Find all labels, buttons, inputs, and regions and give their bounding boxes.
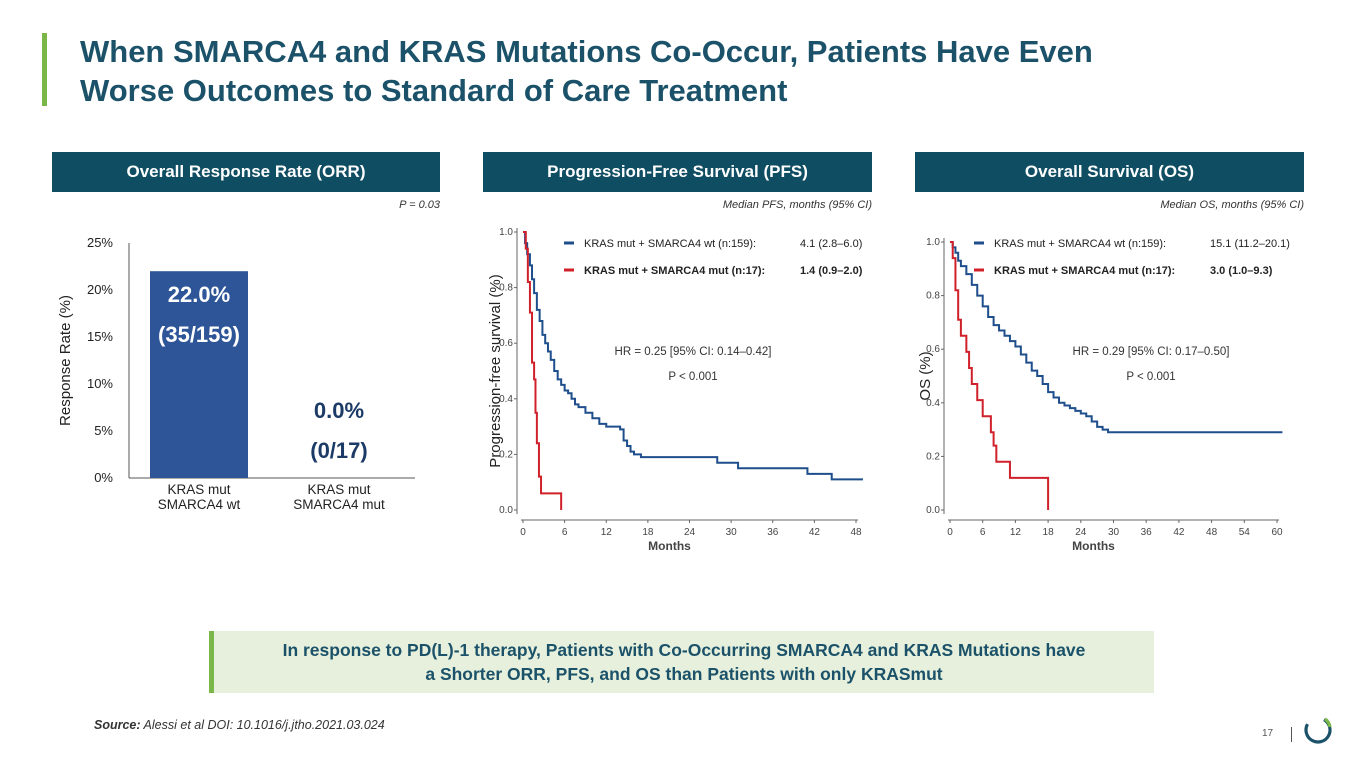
orr-category-label: KRAS mut — [307, 482, 370, 497]
os-y-tick-label: 0.8 — [926, 291, 940, 302]
orr-y-tick-label: 10% — [87, 376, 113, 391]
orr-bar-count-label: (0/17) — [310, 438, 367, 463]
orr-p-value-note: P = 0.03 — [399, 199, 440, 211]
pfs-legend-median: 4.1 (2.8–6.0) — [800, 238, 862, 250]
slide-title-line-1: When SMARCA4 and KRAS Mutations Co-Occur… — [80, 34, 1093, 69]
os-x-tick-label: 48 — [1206, 527, 1218, 538]
pfs-y-axis-label: Progression-free survival (%) — [487, 274, 504, 467]
pfs-y-tick-label: 0.6 — [499, 338, 513, 349]
os-x-tick-label: 12 — [1010, 527, 1022, 538]
orr-bar-count-label: (35/159) — [158, 322, 240, 347]
source-citation: Source: Alessi et al DOI: 10.1016/j.jtho… — [94, 718, 385, 732]
orr-y-tick-label: 0% — [94, 470, 113, 485]
os-hazard-ratio: HR = 0.29 [95% CI: 0.17–0.50] — [1073, 346, 1230, 358]
os-x-tick-label: 60 — [1271, 527, 1283, 538]
os-legend-series-name: KRAS mut + SMARCA4 mut (n:17): — [994, 265, 1175, 277]
callout-line-2: a Shorter ORR, PFS, and OS than Patients… — [425, 664, 943, 684]
orr-category-label: SMARCA4 wt — [158, 497, 241, 512]
os-x-tick-label: 42 — [1173, 527, 1185, 538]
os-x-tick-label: 54 — [1239, 527, 1251, 538]
source-text: Alessi et al DOI: 10.1016/j.jtho.2021.03… — [140, 718, 385, 732]
os-km-chart: 0.0 0.2 0.4 0.6 0.8 1.0 0 6 12 18 24 30 36 42 48 54 60 Mo… — [917, 237, 1290, 553]
pfs-legend-series-name: KRAS mut + SMARCA4 wt (n:159): — [584, 238, 756, 250]
pfs-median-note: Median PFS, months (95% CI) — [722, 199, 872, 211]
title-accent-bar — [42, 33, 47, 106]
orr-bar-percent-label: 22.0% — [168, 282, 230, 307]
key-takeaway-callout: In response to PD(L)-1 therapy, Patients… — [209, 631, 1154, 693]
pfs-series-line-wt — [523, 231, 863, 481]
orr-bar — [150, 271, 248, 478]
orr-bar-percent-label: 0.0% — [314, 398, 364, 423]
orr-y-tick-label: 25% — [87, 235, 113, 250]
pfs-x-tick-label: 12 — [601, 527, 613, 538]
pfs-p-value: P < 0.001 — [668, 371, 717, 383]
orr-category-label: SMARCA4 mut — [293, 497, 385, 512]
os-y-tick-label: 0.4 — [926, 398, 940, 409]
page-number-divider — [1291, 727, 1292, 742]
pfs-x-tick-label: 18 — [642, 527, 654, 538]
os-x-tick-label: 36 — [1141, 527, 1153, 538]
orr-panel-header: Overall Response Rate (ORR) — [52, 152, 440, 192]
pfs-legend-median: 1.4 (0.9–2.0) — [800, 265, 863, 277]
pfs-series-line-mut — [523, 231, 563, 510]
os-y-axis-label: OS (%) — [917, 351, 934, 400]
company-logo-icon — [1304, 716, 1332, 744]
pfs-y-tick-label: 0.4 — [499, 394, 513, 405]
orr-y-tick-label: 5% — [94, 423, 113, 438]
os-x-tick-label: 24 — [1075, 527, 1087, 538]
os-y-tick-label: 1.0 — [926, 237, 940, 248]
os-median-note: Median OS, months (95% CI) — [1160, 199, 1304, 211]
pfs-x-tick-label: 42 — [809, 527, 821, 538]
pfs-y-tick-label: 0.8 — [499, 283, 513, 294]
pfs-x-tick-label: 24 — [684, 527, 696, 538]
orr-category-label: KRAS mut — [167, 482, 230, 497]
pfs-hazard-ratio: HR = 0.25 [95% CI: 0.14–0.42] — [615, 346, 772, 358]
pfs-y-tick-label: 0.2 — [499, 449, 513, 460]
pfs-x-tick-label: 48 — [850, 527, 862, 538]
pfs-y-tick-label: 1.0 — [499, 227, 513, 238]
os-x-tick-label: 30 — [1108, 527, 1120, 538]
orr-y-axis-label: Response Rate (%) — [57, 295, 74, 426]
page-number: 17 — [1262, 728, 1274, 739]
pfs-x-tick-label: 30 — [726, 527, 738, 538]
orr-y-tick-label: 20% — [87, 282, 113, 297]
os-x-tick-label: 0 — [947, 527, 953, 538]
os-x-tick-label: 18 — [1043, 527, 1055, 538]
os-legend-median: 15.1 (11.2–20.1) — [1210, 238, 1290, 250]
callout-line-1: In response to PD(L)-1 therapy, Patients… — [282, 640, 1086, 660]
pfs-x-tick-label: 0 — [520, 527, 526, 538]
pfs-x-tick-label: 36 — [767, 527, 779, 538]
pfs-panel-header: Progression-Free Survival (PFS) — [483, 152, 872, 192]
os-x-axis-label: Months — [1072, 539, 1115, 553]
slide-title-line-2: Worse Outcomes to Standard of Care Treat… — [80, 73, 788, 108]
pfs-y-tick-label: 0.0 — [499, 505, 513, 516]
os-x-tick-label: 6 — [980, 527, 986, 538]
pfs-x-axis-label: Months — [648, 539, 691, 553]
pfs-x-tick-label: 6 — [562, 527, 568, 538]
os-p-value: P < 0.001 — [1126, 371, 1175, 383]
os-series-line-mut — [950, 241, 1050, 510]
orr-y-tick-label: 15% — [87, 329, 113, 344]
pfs-legend-series-name: KRAS mut + SMARCA4 mut (n:17): — [584, 265, 765, 277]
os-legend-median: 3.0 (1.0–9.3) — [1210, 265, 1273, 277]
os-panel-header: Overall Survival (OS) — [915, 152, 1304, 192]
os-y-tick-label: 0.6 — [926, 344, 940, 355]
pfs-km-chart: 0.0 0.2 0.4 0.6 0.8 1.0 0 6 12 18 24 30 36 42 48 Months… — [487, 227, 863, 553]
source-label: Source: — [94, 718, 141, 732]
os-y-tick-label: 0.2 — [926, 451, 940, 462]
orr-bar-chart: 0% 5% 10% 15% 20% 25% Response Rate (%) 22.0% (3… — [57, 235, 415, 512]
os-y-tick-label: 0.0 — [926, 505, 940, 516]
os-series-line-wt — [950, 241, 1283, 434]
os-legend-series-name: KRAS mut + SMARCA4 wt (n:159): — [994, 238, 1166, 250]
slide-title: When SMARCA4 and KRAS Mutations Co-Occur… — [80, 32, 1280, 110]
